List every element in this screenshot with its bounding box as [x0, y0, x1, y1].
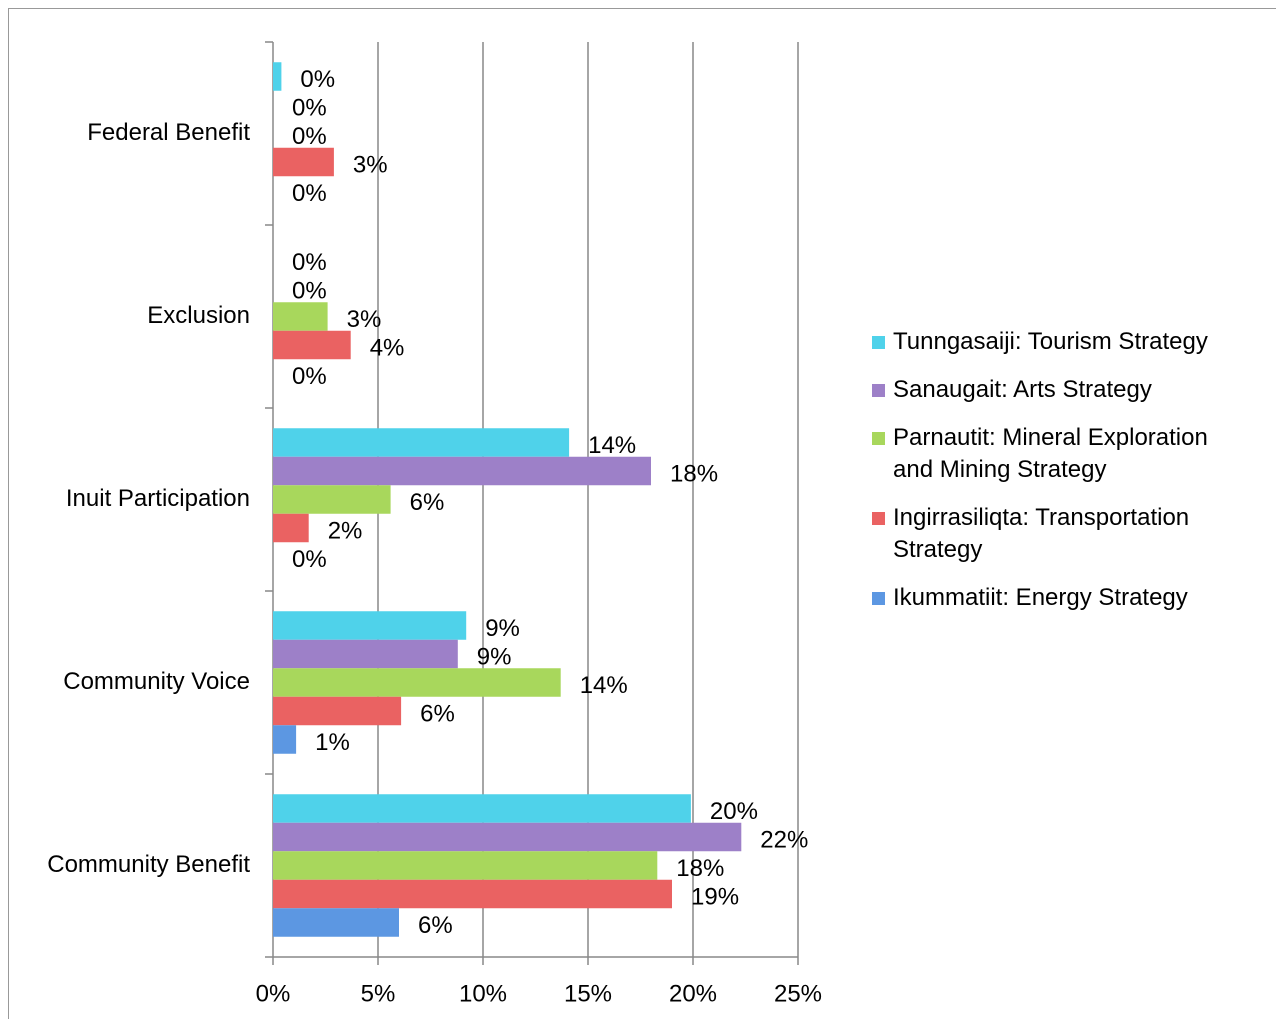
value-label: 0% [292, 363, 327, 390]
legend-item: Ingirrasiliqta: Transportation Strategy [872, 502, 1232, 566]
value-label: 1% [315, 729, 350, 756]
legend-swatch [872, 512, 885, 525]
bar [273, 485, 391, 514]
bar [273, 62, 282, 91]
legend-swatch [872, 336, 885, 349]
bar [273, 794, 691, 823]
bar [273, 456, 651, 486]
legend-label: Ingirrasiliqta: Transportation Strategy [893, 504, 1190, 563]
value-label: 20% [710, 798, 758, 825]
bar [273, 302, 328, 331]
y-tick-label: Federal Benefit [87, 119, 250, 146]
bar [273, 428, 570, 457]
value-label: 22% [760, 826, 808, 853]
bar [273, 611, 467, 640]
value-label: 3% [347, 306, 382, 333]
bar [273, 668, 561, 697]
value-label: 9% [485, 615, 520, 642]
value-label: 14% [580, 672, 628, 699]
value-label: 0% [292, 277, 327, 304]
legend-swatch [872, 432, 885, 445]
bar [273, 147, 334, 177]
legend-label: Ikummatiit: Energy Strategy [893, 584, 1188, 611]
bar [273, 513, 309, 543]
value-label: 0% [292, 180, 327, 207]
legend-item: Ikummatiit: Energy Strategy [872, 582, 1232, 614]
value-label: 14% [588, 432, 636, 459]
bar [273, 822, 742, 852]
value-label: 3% [353, 151, 388, 178]
value-label: 6% [418, 912, 453, 939]
legend-label: Tunngasaiji: Tourism Strategy [893, 328, 1208, 355]
y-tick-label: Community Voice [63, 668, 250, 695]
bar [273, 879, 672, 909]
bar [273, 639, 458, 669]
y-tick-label: Community Benefit [47, 851, 250, 878]
legend-label: Parnautit: Mineral Exploration and Minin… [893, 424, 1208, 483]
x-tick-label: 10% [459, 980, 507, 1007]
value-label: 6% [420, 700, 455, 727]
value-label: 6% [410, 489, 445, 516]
legend: Tunngasaiji: Tourism Strategy Sanaugait: … [872, 326, 1232, 630]
bar [273, 725, 297, 754]
bar [273, 851, 658, 880]
y-tick-label: Inuit Participation [66, 485, 250, 512]
legend-item: Tunngasaiji: Tourism Strategy [872, 326, 1232, 358]
value-label: 0% [292, 123, 327, 150]
value-label: 9% [477, 643, 512, 670]
x-tick-label: 25% [774, 980, 822, 1007]
legend-label: Sanaugait: Arts Strategy [893, 376, 1152, 403]
bar [273, 908, 399, 937]
x-tick-label: 20% [669, 980, 717, 1007]
bar [273, 696, 402, 726]
value-label: 18% [676, 855, 724, 882]
value-label: 4% [370, 334, 405, 361]
y-tick-label: Exclusion [147, 302, 250, 329]
bar [273, 330, 351, 360]
x-tick-label: 15% [564, 980, 612, 1007]
value-label: 0% [300, 66, 335, 93]
frame [8, 8, 1276, 1019]
value-label: 2% [328, 517, 363, 544]
value-label: 0% [292, 94, 327, 121]
value-label: 19% [691, 883, 739, 910]
legend-swatch [872, 384, 885, 397]
value-label: 18% [670, 460, 718, 487]
legend-item: Sanaugait: Arts Strategy [872, 374, 1232, 406]
x-tick-label: 0% [256, 980, 291, 1007]
value-label: 0% [292, 546, 327, 573]
legend-swatch [872, 592, 885, 605]
legend-item: Parnautit: Mineral Exploration and Minin… [872, 422, 1232, 486]
value-label: 0% [292, 249, 327, 276]
x-tick-label: 5% [361, 980, 396, 1007]
